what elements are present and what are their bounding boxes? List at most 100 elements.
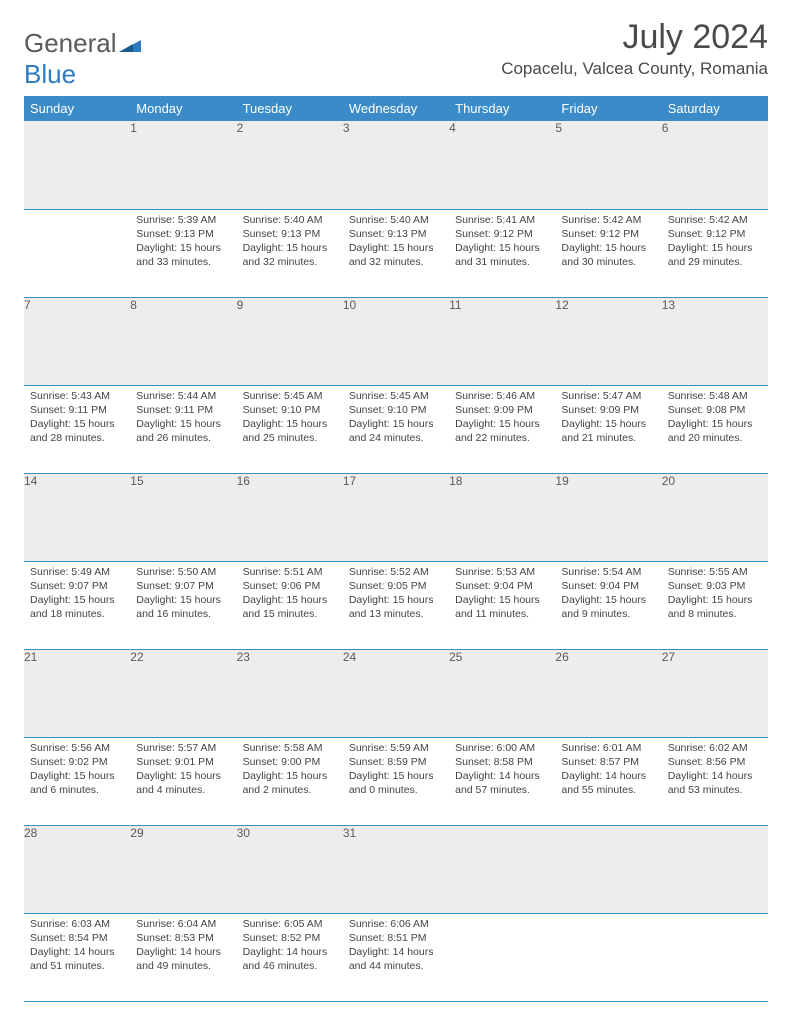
daylight: Daylight: 15 hours and 11 minutes.	[455, 594, 540, 620]
day-number: 13	[662, 297, 768, 385]
sunset: Sunset: 9:09 PM	[455, 404, 533, 416]
day-number: 28	[24, 825, 130, 913]
day-info: Sunrise: 5:51 AMSunset: 9:06 PMDaylight:…	[237, 562, 343, 625]
daylight: Daylight: 15 hours and 33 minutes.	[136, 242, 221, 268]
day-info: Sunrise: 5:54 AMSunset: 9:04 PMDaylight:…	[555, 562, 661, 625]
day-number: 31	[343, 825, 449, 913]
daylight: Daylight: 15 hours and 32 minutes.	[349, 242, 434, 268]
day-cell: Sunrise: 5:39 AMSunset: 9:13 PMDaylight:…	[130, 209, 236, 297]
location: Copacelu, Valcea County, Romania	[501, 59, 768, 79]
daylight: Daylight: 15 hours and 22 minutes.	[455, 418, 540, 444]
sunrise: Sunrise: 5:39 AM	[136, 214, 216, 226]
sunset: Sunset: 9:01 PM	[136, 756, 214, 768]
sunset: Sunset: 9:10 PM	[349, 404, 427, 416]
logo-word1: General	[24, 28, 117, 58]
day-header: Saturday	[662, 96, 768, 121]
day-cell: Sunrise: 5:45 AMSunset: 9:10 PMDaylight:…	[343, 385, 449, 473]
day-info: Sunrise: 5:56 AMSunset: 9:02 PMDaylight:…	[24, 738, 130, 801]
sunrise: Sunrise: 5:41 AM	[455, 214, 535, 226]
daylight: Daylight: 15 hours and 13 minutes.	[349, 594, 434, 620]
day-cell: Sunrise: 5:49 AMSunset: 9:07 PMDaylight:…	[24, 561, 130, 649]
sunrise: Sunrise: 5:47 AM	[561, 390, 641, 402]
sunset: Sunset: 9:12 PM	[455, 228, 533, 240]
sunset: Sunset: 9:05 PM	[349, 580, 427, 592]
day-number	[555, 825, 661, 913]
sunrise: Sunrise: 5:50 AM	[136, 566, 216, 578]
day-number: 4	[449, 121, 555, 209]
sunset: Sunset: 9:12 PM	[561, 228, 639, 240]
day-cell: Sunrise: 5:59 AMSunset: 8:59 PMDaylight:…	[343, 737, 449, 825]
daylight: Daylight: 15 hours and 20 minutes.	[668, 418, 753, 444]
day-cell: Sunrise: 6:06 AMSunset: 8:51 PMDaylight:…	[343, 913, 449, 1001]
sunset: Sunset: 9:07 PM	[30, 580, 108, 592]
day-info: Sunrise: 6:06 AMSunset: 8:51 PMDaylight:…	[343, 914, 449, 977]
sunrise: Sunrise: 5:54 AM	[561, 566, 641, 578]
sunrise: Sunrise: 5:57 AM	[136, 742, 216, 754]
day-number	[449, 825, 555, 913]
month-title: July 2024	[501, 18, 768, 57]
day-info: Sunrise: 6:00 AMSunset: 8:58 PMDaylight:…	[449, 738, 555, 801]
sunset: Sunset: 9:03 PM	[668, 580, 746, 592]
daylight: Daylight: 15 hours and 30 minutes.	[561, 242, 646, 268]
day-number: 7	[24, 297, 130, 385]
day-info: Sunrise: 5:52 AM Sunset: 9:05 PM Daylight:…	[343, 562, 449, 625]
daylight: Daylight: 15 hours and 4 minutes.	[136, 770, 221, 796]
sunrise: Sunrise: 5:46 AM	[455, 390, 535, 402]
sunset: Sunset: 9:09 PM	[561, 404, 639, 416]
sunrise: Sunrise: 5:58 AM	[243, 742, 323, 754]
day-cell: Sunrise: 6:01 AMSunset: 8:57 PMDaylight:…	[555, 737, 661, 825]
day-number: 3	[343, 121, 449, 209]
sunrise: Sunrise: 5:42 AM	[561, 214, 641, 226]
day-number: 14	[24, 473, 130, 561]
day-cell: Sunrise: 5:50 AMSunset: 9:07 PMDaylight:…	[130, 561, 236, 649]
sunset: Sunset: 8:51 PM	[349, 932, 427, 944]
sunrise: Sunrise: 6:02 AM	[668, 742, 748, 754]
sunrise: Sunrise: 5:59 AM	[349, 742, 429, 754]
daynum-row: 123456	[24, 121, 768, 209]
day-header: Sunday	[24, 96, 130, 121]
day-number: 29	[130, 825, 236, 913]
sunset: Sunset: 8:56 PM	[668, 756, 746, 768]
day-info: Sunrise: 5:53 AMSunset: 9:04 PMDaylight:…	[449, 562, 555, 625]
daylight: Daylight: 15 hours and 25 minutes.	[243, 418, 328, 444]
sunset: Sunset: 9:02 PM	[30, 756, 108, 768]
day-cell: Sunrise: 5:44 AMSunset: 9:11 PMDaylight:…	[130, 385, 236, 473]
title-block: July 2024 Copacelu, Valcea County, Roman…	[501, 18, 768, 79]
daynum-row: 78910111213	[24, 297, 768, 385]
daylight: Daylight: 15 hours and 28 minutes.	[30, 418, 115, 444]
day-info: Sunrise: 5:40 AMSunset: 9:13 PMDaylight:…	[237, 210, 343, 273]
day-cell: Sunrise: 6:02 AMSunset: 8:56 PMDaylight:…	[662, 737, 768, 825]
sunrise: Sunrise: 6:00 AM	[455, 742, 535, 754]
sunrise: Sunrise: 5:45 AM	[349, 390, 429, 402]
sunset: Sunset: 9:10 PM	[243, 404, 321, 416]
daylight: Daylight: 15 hours and 15 minutes.	[243, 594, 328, 620]
day-cell	[449, 913, 555, 1001]
daylight: Daylight: 15 hours and 21 minutes.	[561, 418, 646, 444]
sunset: Sunset: 9:00 PM	[243, 756, 321, 768]
day-header: Tuesday	[237, 96, 343, 121]
day-header: Friday	[555, 96, 661, 121]
daylight: Daylight: 14 hours and 49 minutes.	[136, 946, 221, 972]
sunrise: Sunrise: 5:49 AM	[30, 566, 110, 578]
sunrise: Sunrise: 5:52 AM	[349, 566, 429, 578]
day-number: 15	[130, 473, 236, 561]
week-row: Sunrise: 6:03 AMSunset: 8:54 PMDaylight:…	[24, 913, 768, 1001]
day-number: 20	[662, 473, 768, 561]
daynum-row: 28293031	[24, 825, 768, 913]
calendar-table: SundayMondayTuesdayWednesdayThursdayFrid…	[24, 96, 768, 1002]
daylight: Daylight: 15 hours and 0 minutes.	[349, 770, 434, 796]
day-cell: Sunrise: 5:40 AMSunset: 9:13 PMDaylight:…	[343, 209, 449, 297]
day-number: 21	[24, 649, 130, 737]
day-info: Sunrise: 5:40 AMSunset: 9:13 PMDaylight:…	[343, 210, 449, 273]
sunrise: Sunrise: 6:01 AM	[561, 742, 641, 754]
daynum-row: 14151617181920	[24, 473, 768, 561]
day-cell	[662, 913, 768, 1001]
day-cell: Sunrise: 5:47 AM Sunset: 9:09 PM Daylight:…	[555, 385, 661, 473]
sunrise: Sunrise: 5:44 AM	[136, 390, 216, 402]
sunset: Sunset: 9:11 PM	[30, 404, 107, 416]
day-cell: Sunrise: 6:04 AMSunset: 8:53 PMDaylight:…	[130, 913, 236, 1001]
day-info: Sunrise: 5:57 AM Sunset: 9:01 PM Daylight:…	[130, 738, 236, 801]
sunrise: Sunrise: 5:45 AM	[243, 390, 323, 402]
daylight: Daylight: 15 hours and 26 minutes.	[136, 418, 221, 444]
sunset: Sunset: 9:08 PM	[668, 404, 746, 416]
